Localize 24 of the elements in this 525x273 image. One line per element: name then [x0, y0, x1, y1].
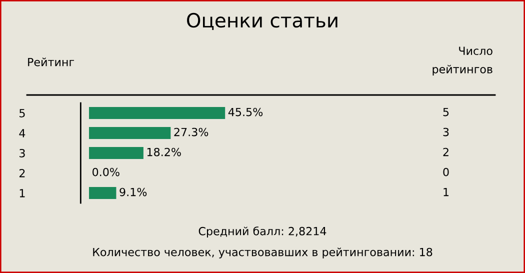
bar [89, 147, 144, 159]
y-tick-label: 1 [20, 189, 25, 198]
y2-tick-label: 5 [443, 108, 449, 116]
data-label: 27.3% [174, 128, 208, 136]
y-tick-label: 4 [19, 129, 26, 138]
y2-tick-label: 1 [444, 188, 449, 196]
data-label: 18.2% [147, 148, 181, 156]
chart-title: Оценки статьи [187, 12, 338, 30]
text: Средний балл: 2,8214 [198, 226, 326, 238]
y-axis-title: Рейтинг [28, 58, 74, 66]
data-label: 0.0% [92, 168, 120, 176]
bar [89, 127, 171, 139]
text: Количество человек, участвовавших в рейтинговании: 18 [93, 248, 432, 258]
y2-tick-label: 3 [443, 128, 449, 136]
data-label: 45.5% [228, 108, 263, 116]
y-tick-label: 3 [20, 148, 25, 158]
y2-tick-label: 2 [443, 148, 448, 156]
data-label: 9.1% [120, 188, 147, 196]
y2-tick-label: 0 [443, 168, 449, 176]
bar [89, 107, 226, 119]
bar [89, 187, 116, 199]
text: Число рейтингов [432, 46, 492, 76]
y-tick-label: 2 [19, 168, 25, 178]
y-tick-label: 5 [20, 109, 25, 118]
